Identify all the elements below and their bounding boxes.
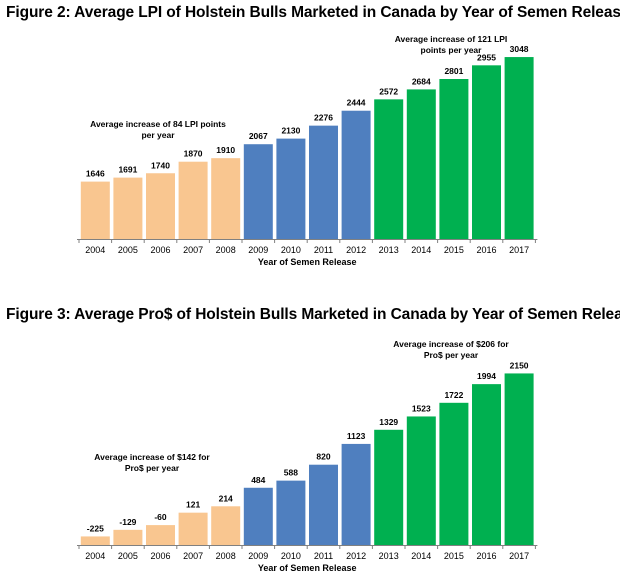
fig3-value-label-2005: -129 xyxy=(119,517,136,527)
fig3-bar-2015 xyxy=(439,402,469,545)
fig3-tick-label-2014: 2014 xyxy=(411,551,431,561)
fig2-value-label-2005: 1691 xyxy=(118,165,137,175)
fig3-tick-label-2008: 2008 xyxy=(216,551,236,561)
fig3-tick-label-2004: 2004 xyxy=(85,551,105,561)
fig3-x-axis-label: Year of Semen Release xyxy=(258,563,357,573)
fig2-tick-label-2004: 2004 xyxy=(85,245,105,255)
fig2-value-label-2015: 2801 xyxy=(444,66,463,76)
fig2-bar-2004 xyxy=(80,181,110,239)
fig3-annotation-late: Average increase of $206 for xyxy=(393,339,509,349)
fig3-tick-label-2007: 2007 xyxy=(183,551,203,561)
fig2-value-label-2009: 2067 xyxy=(249,131,268,141)
fig3-value-label-2004: -225 xyxy=(87,523,104,533)
fig3-value-label-2013: 1329 xyxy=(379,417,398,427)
fig3-tick-label-2009: 2009 xyxy=(248,551,268,561)
fig2-tick-label-2005: 2005 xyxy=(118,245,138,255)
fig3-annotation-early: Average increase of $142 for xyxy=(94,452,210,462)
fig2-tick-label-2006: 2006 xyxy=(150,245,170,255)
fig3-bar-2005 xyxy=(113,529,143,545)
fig2-bar-2006 xyxy=(146,173,175,239)
fig2-bar-2010 xyxy=(276,138,306,239)
fig3-bar-2009 xyxy=(243,487,273,545)
fig2-bar-2014 xyxy=(406,89,436,240)
fig3-bar-2006 xyxy=(146,525,175,545)
fig3-tick-label-2013: 2013 xyxy=(379,551,399,561)
fig3-bar-2007 xyxy=(178,512,208,545)
fig2-value-label-2017: 3048 xyxy=(510,44,529,54)
fig3-value-label-2007: 121 xyxy=(186,500,200,510)
fig2-tick-label-2012: 2012 xyxy=(346,245,366,255)
lpi-bar-chart: 1646 2004 1691 2005 1740 2006 1870 2007 1910 2008… xyxy=(77,34,538,267)
fig2-bar-2008 xyxy=(211,158,241,239)
fig2-annotation-early: per year xyxy=(141,130,175,140)
fig2-tick-label-2017: 2017 xyxy=(509,245,529,255)
fig2-bar-2011 xyxy=(309,125,338,239)
fig2-bar-2009 xyxy=(243,144,273,239)
fig2-tick-label-2014: 2014 xyxy=(411,245,431,255)
fig2-tick-label-2008: 2008 xyxy=(216,245,236,255)
fig3-tick-label-2011: 2011 xyxy=(314,551,333,561)
fig2-bar-2015 xyxy=(439,79,469,240)
fig2-tick-label-2009: 2009 xyxy=(248,245,268,255)
fig2-annotation-late: Average increase of 121 LPI xyxy=(395,34,508,44)
fig2-tick-label-2016: 2016 xyxy=(476,245,496,255)
figure-3-title: Figure 3: Average Pro$ of Holstein Bulls… xyxy=(6,306,620,323)
fig2-value-label-2011: 2276 xyxy=(314,113,333,123)
fig3-tick-label-2012: 2012 xyxy=(346,551,366,561)
fig2-tick-label-2013: 2013 xyxy=(379,245,399,255)
fig2-value-label-2006: 1740 xyxy=(151,160,170,170)
fig3-value-label-2011: 820 xyxy=(316,452,330,462)
fig3-tick-label-2006: 2006 xyxy=(150,551,170,561)
fig2-bar-2012 xyxy=(341,110,371,239)
fig2-tick-label-2010: 2010 xyxy=(281,245,301,255)
fig3-value-label-2006: -60 xyxy=(154,512,167,522)
fig3-annotation-early: Pro$ per year xyxy=(125,463,180,473)
fig3-value-label-2015: 1722 xyxy=(444,390,463,400)
fig3-value-label-2010: 588 xyxy=(284,468,298,478)
fig2-value-label-2013: 2572 xyxy=(379,86,398,96)
fig3-tick-label-2005: 2005 xyxy=(118,551,138,561)
fig2-bar-2016 xyxy=(472,65,501,239)
fig3-value-label-2014: 1523 xyxy=(412,403,431,413)
fig2-value-label-2008: 1910 xyxy=(216,145,235,155)
fig2-value-label-2010: 2130 xyxy=(281,126,300,136)
fig2-tick-label-2011: 2011 xyxy=(314,245,333,255)
fig3-tick-label-2010: 2010 xyxy=(281,551,301,561)
fig3-value-label-2016: 1994 xyxy=(477,371,496,381)
fig3-tick-label-2016: 2016 xyxy=(476,551,496,561)
fig2-bar-2005 xyxy=(113,177,143,239)
fig2-value-label-2016: 2955 xyxy=(477,52,496,62)
fig2-value-label-2014: 2684 xyxy=(412,76,431,86)
fig2-x-axis-label: Year of Semen Release xyxy=(258,257,357,267)
fig3-bar-2014 xyxy=(406,416,436,545)
fig3-tick-label-2015: 2015 xyxy=(444,551,464,561)
fig2-bar-2007 xyxy=(178,161,208,239)
fig2-value-label-2007: 1870 xyxy=(184,149,203,159)
fig2-value-label-2012: 2444 xyxy=(347,98,366,108)
fig2-tick-label-2007: 2007 xyxy=(183,245,203,255)
fig2-value-label-2004: 1646 xyxy=(86,169,105,179)
fig3-tick-label-2017: 2017 xyxy=(509,551,529,561)
figure-2-title: Figure 2: Average LPI of Holstein Bulls … xyxy=(6,4,620,21)
fig3-bar-2017 xyxy=(504,373,534,545)
fig3-bar-2016 xyxy=(472,384,501,545)
fig2-annotation-early: Average increase of 84 LPI points xyxy=(90,119,226,129)
fig3-annotation-late: Pro$ per year xyxy=(424,350,479,360)
fig2-bar-2017 xyxy=(504,57,534,239)
fig3-bar-2012 xyxy=(341,443,371,545)
fig3-value-label-2017: 2150 xyxy=(510,360,529,370)
fig3-value-label-2012: 1123 xyxy=(347,431,366,441)
fig3-value-label-2008: 214 xyxy=(219,493,233,503)
fig3-bar-2011 xyxy=(309,464,338,545)
fig2-annotation-late: points per year xyxy=(421,45,483,55)
fig3-bar-2010 xyxy=(276,480,306,545)
fig3-bar-2008 xyxy=(211,506,241,545)
fig3-value-label-2009: 484 xyxy=(251,475,265,485)
fig3-bar-2004 xyxy=(80,536,110,545)
fig3-bar-2013 xyxy=(374,429,404,545)
fig2-tick-label-2015: 2015 xyxy=(444,245,464,255)
fig2-bar-2013 xyxy=(374,99,404,240)
